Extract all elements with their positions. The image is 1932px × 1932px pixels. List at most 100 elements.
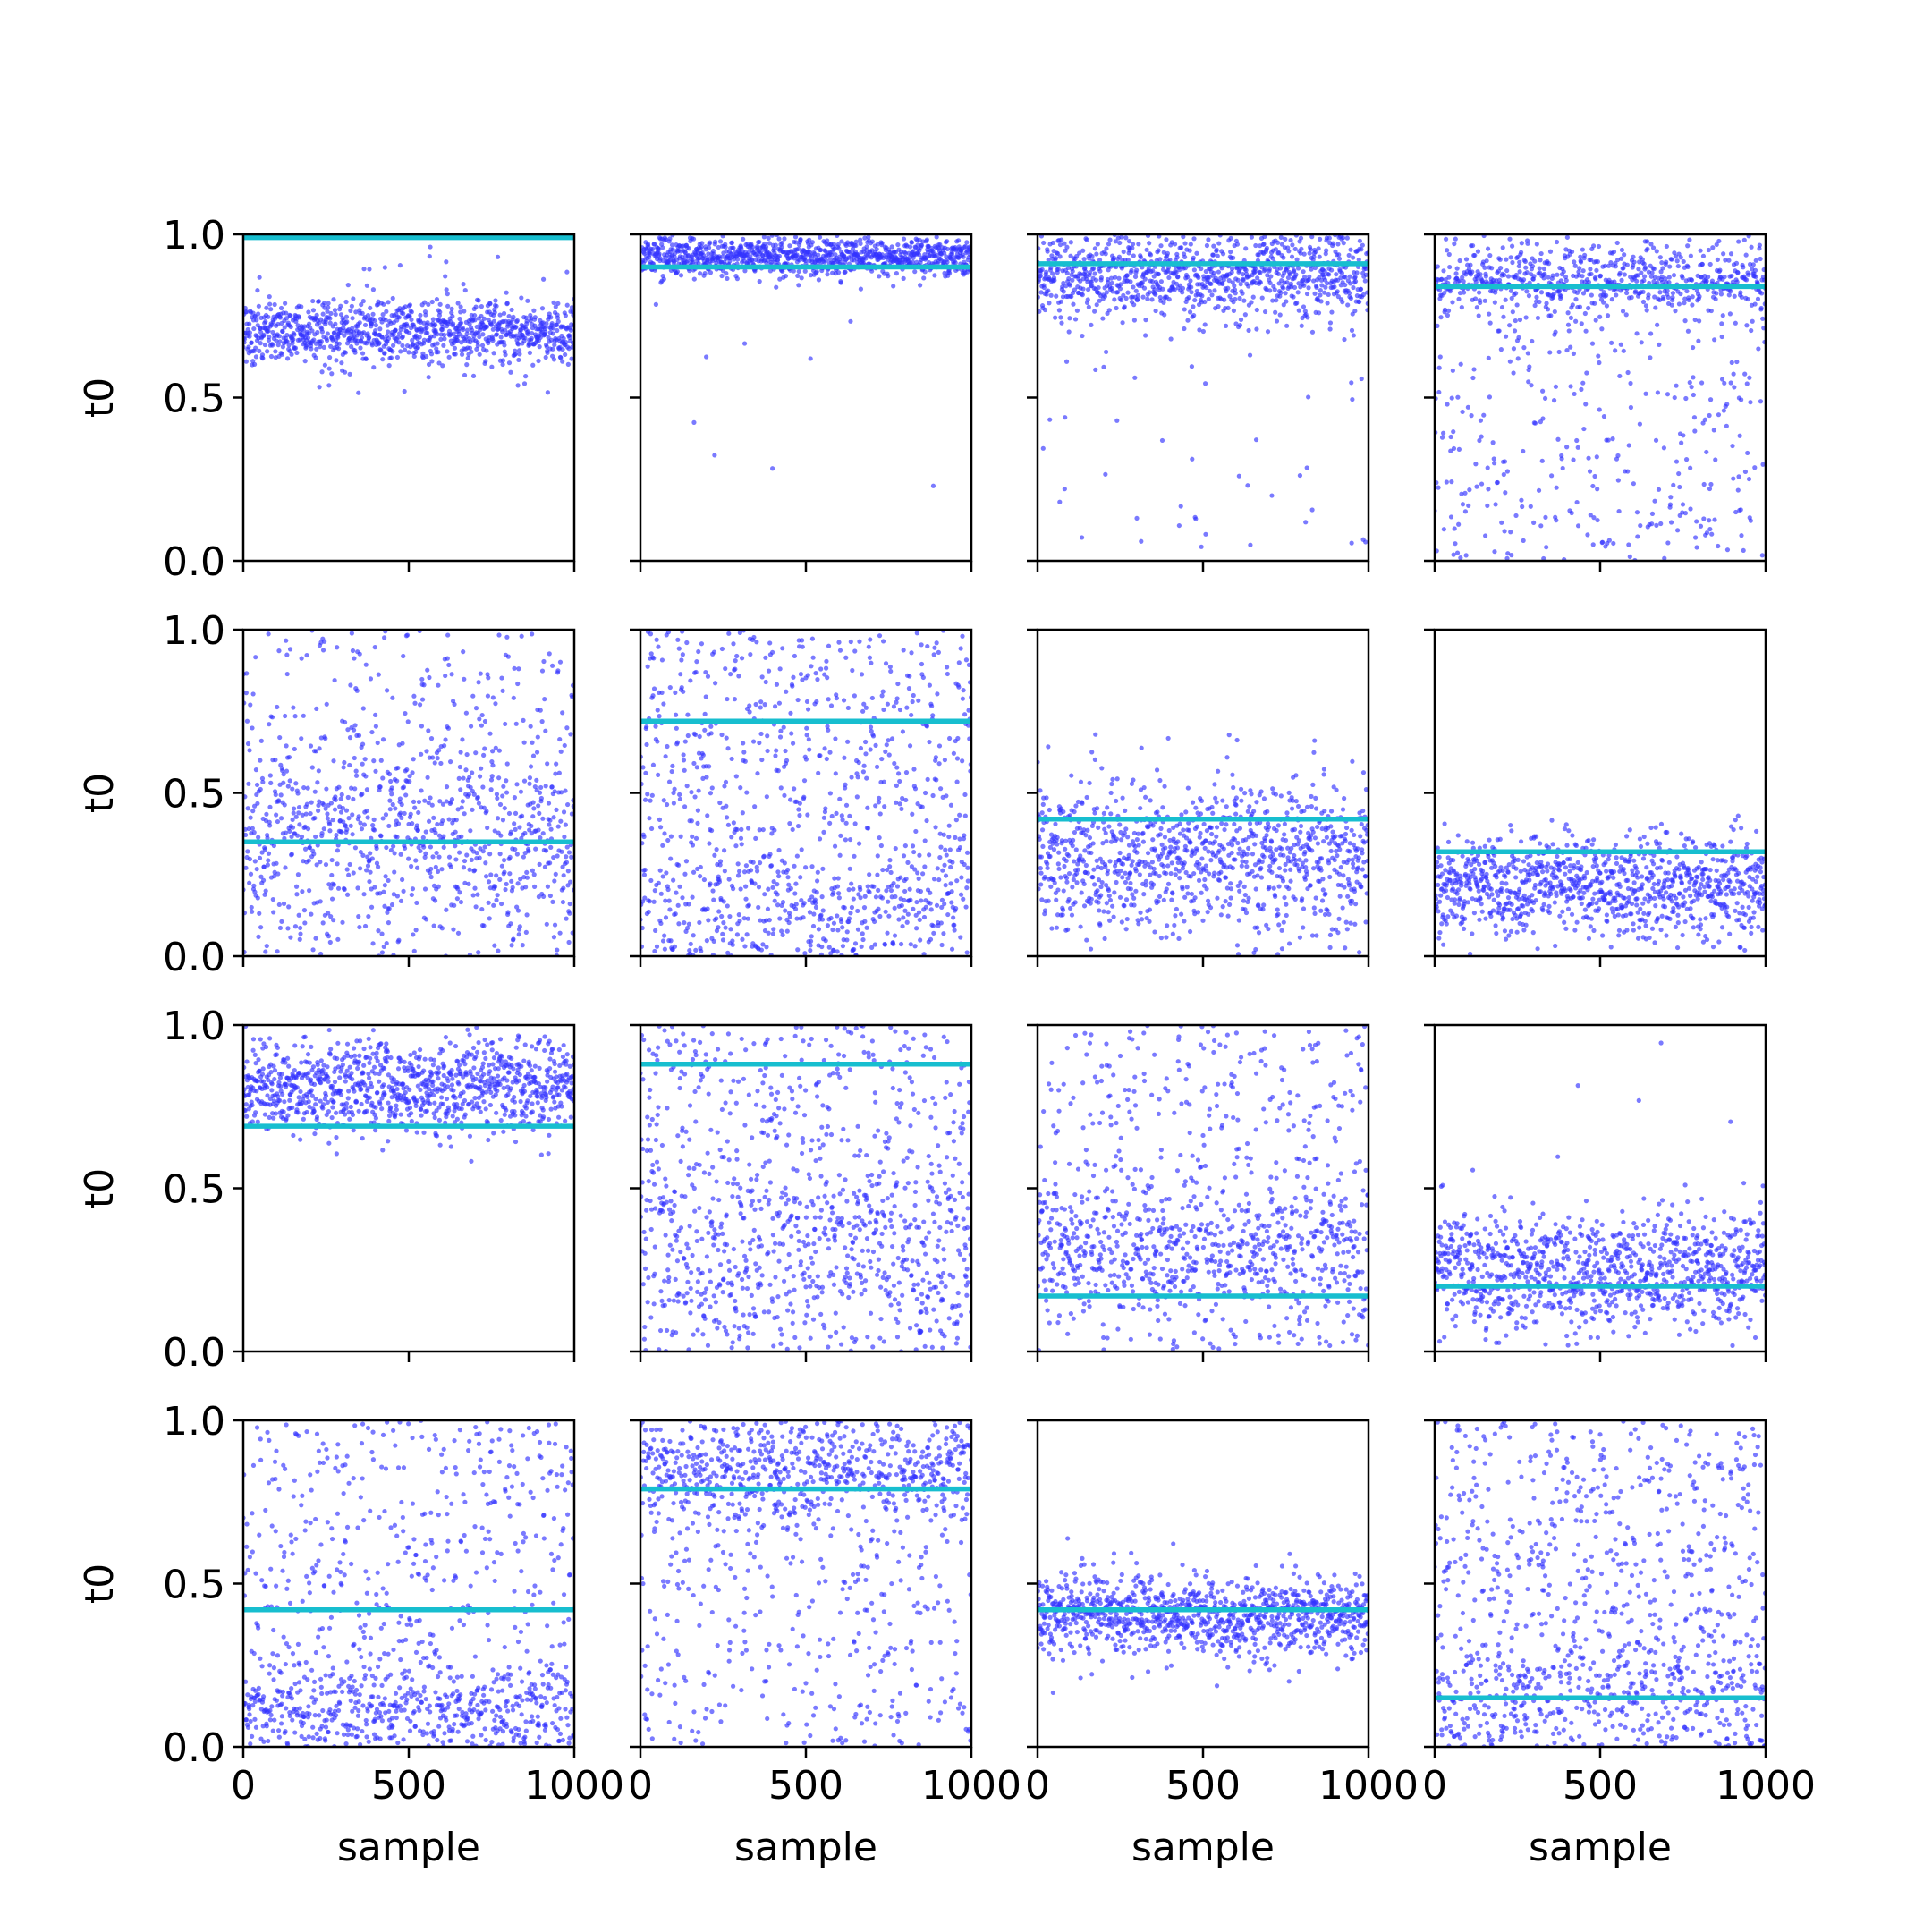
- sample-point: [395, 335, 401, 340]
- sample-point: [317, 385, 322, 390]
- sample-point: [1451, 429, 1456, 435]
- sample-point: [551, 326, 556, 331]
- sample-point: [1698, 248, 1703, 253]
- sample-point: [1351, 255, 1356, 260]
- sample-point: [490, 338, 496, 343]
- sample-point: [306, 858, 311, 863]
- sample-point: [519, 633, 524, 639]
- sample-point: [348, 308, 353, 314]
- sample-point: [1335, 289, 1340, 294]
- sample-point: [1538, 290, 1545, 295]
- sample-point: [500, 793, 505, 799]
- sample-point: [500, 358, 506, 363]
- sample-point: [1456, 521, 1462, 527]
- sample-point: [1555, 436, 1561, 442]
- sample-point: [381, 889, 386, 894]
- sample-point: [1585, 532, 1590, 538]
- sample-point: [513, 810, 519, 816]
- sample-point: [934, 252, 940, 258]
- sample-point: [1704, 530, 1710, 536]
- sample-point: [382, 635, 387, 640]
- sample-point: [1349, 540, 1354, 546]
- sample-point: [1228, 235, 1233, 241]
- sample-point: [1067, 316, 1072, 321]
- sample-point: [551, 300, 556, 305]
- sample-point: [1655, 390, 1660, 395]
- sample-point: [1305, 315, 1310, 320]
- sample-point: [1140, 294, 1146, 300]
- sample-point: [1580, 247, 1585, 252]
- sample-point: [1743, 252, 1749, 258]
- sample-point: [508, 921, 513, 927]
- sample-point: [532, 884, 538, 889]
- sample-point: [1568, 384, 1573, 389]
- sample-point: [1054, 293, 1059, 299]
- sample-point: [1641, 261, 1647, 267]
- sample-point: [1273, 309, 1278, 315]
- sample-point: [1721, 408, 1726, 413]
- sample-point: [252, 859, 258, 864]
- sample-point: [1470, 269, 1475, 275]
- sample-point: [266, 631, 271, 637]
- sample-point: [374, 860, 380, 866]
- sample-point: [247, 748, 252, 753]
- sample-point: [1152, 287, 1157, 292]
- sample-point: [1089, 253, 1095, 259]
- sample-point: [402, 304, 408, 309]
- sample-point: [359, 826, 365, 832]
- sample-point: [268, 780, 274, 785]
- sample-point: [1592, 473, 1597, 479]
- sample-point: [346, 816, 352, 821]
- sample-point: [1634, 510, 1640, 515]
- sample-point: [1357, 238, 1362, 243]
- sample-point: [425, 775, 430, 780]
- sample-point: [1544, 545, 1549, 550]
- sample-point: [1135, 292, 1141, 298]
- sample-point: [499, 901, 504, 907]
- sample-point: [373, 328, 378, 334]
- sample-point: [295, 833, 301, 838]
- sample-point: [382, 903, 387, 909]
- sample-point: [777, 276, 783, 282]
- sample-point: [1643, 391, 1648, 396]
- sample-point: [1298, 235, 1304, 241]
- sample-point: [1265, 329, 1271, 335]
- sample-point: [362, 923, 369, 929]
- sample-point: [686, 246, 691, 251]
- sample-point: [1306, 285, 1311, 291]
- sample-point: [1501, 471, 1506, 478]
- sample-point: [1448, 448, 1453, 453]
- sample-point: [1689, 277, 1695, 283]
- sample-point: [283, 830, 288, 835]
- sample-point: [1340, 235, 1346, 241]
- sample-point: [511, 936, 516, 942]
- sample-point: [262, 342, 268, 348]
- sample-point: [1291, 294, 1296, 300]
- sample-point: [350, 832, 355, 837]
- sample-point: [277, 734, 283, 741]
- sample-point: [1544, 301, 1549, 306]
- sample-point: [259, 775, 266, 782]
- sample-point: [514, 318, 520, 324]
- sample-point: [501, 784, 506, 789]
- sample-point: [1058, 315, 1063, 320]
- sample-point: [1489, 266, 1495, 271]
- sample-point: [1688, 253, 1693, 258]
- sample-point: [1447, 289, 1453, 294]
- sample-point: [1588, 513, 1593, 518]
- sample-point: [1158, 279, 1164, 284]
- sample-point: [1507, 359, 1513, 364]
- sample-point: [435, 869, 441, 874]
- sample-point: [393, 806, 398, 811]
- sample-point: [858, 237, 863, 242]
- sample-point: [1298, 250, 1303, 256]
- sample-point: [287, 647, 293, 652]
- sample-point: [348, 823, 353, 828]
- sample-point: [294, 892, 300, 897]
- y-tick-label: 1.0: [163, 213, 225, 258]
- sample-point: [312, 815, 318, 821]
- sample-point: [339, 792, 344, 798]
- sample-point: [1172, 242, 1178, 247]
- sample-point: [335, 645, 340, 650]
- sample-point: [1564, 234, 1570, 240]
